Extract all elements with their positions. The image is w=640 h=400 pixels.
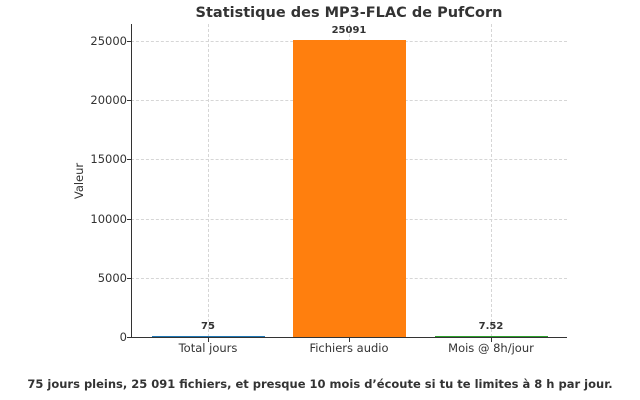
y-tick-mark — [127, 41, 131, 42]
chart-title: Statistique des MP3-FLAC de PufCorn — [195, 5, 503, 21]
x-tick-mark — [491, 338, 492, 342]
x-tick-mark — [208, 338, 209, 342]
y-axis-label: Valeur — [72, 162, 86, 200]
y-tick-label: 10000 — [90, 211, 127, 226]
x-tick-label: Mois @ 8h/jour — [448, 341, 534, 355]
y-tick-label: 0 — [119, 330, 127, 344]
x-tick-mark — [349, 338, 350, 342]
y-axis-line — [131, 24, 133, 338]
x-tick-label: Fichiers audio — [309, 341, 389, 355]
y-tick-label: 5000 — [97, 270, 127, 285]
y-tick-mark — [127, 218, 131, 220]
bar-value-label: 7.52 — [478, 321, 504, 332]
bar-total-jours — [151, 336, 265, 337]
v-gridline — [491, 24, 492, 337]
bar-value-label: 75 — [201, 321, 215, 332]
y-tick-label: 15000 — [90, 152, 127, 167]
y-tick-mark — [127, 100, 131, 102]
bar-fichiers-audio — [292, 39, 406, 337]
chart-caption: 75 jours pleins, 25 091 fichiers, et pre… — [27, 377, 613, 391]
y-tick-mark — [127, 277, 131, 279]
y-tick-mark — [127, 337, 131, 338]
bar-value-label: 25091 — [331, 24, 367, 36]
x-axis-line — [131, 337, 567, 339]
y-tick-label: 20000 — [90, 93, 127, 108]
y-tick-label: 25000 — [90, 34, 127, 48]
bar-mois-8h-jour — [434, 336, 548, 337]
v-gridline — [208, 24, 209, 337]
y-tick-mark — [127, 159, 131, 161]
x-tick-label: Total jours — [178, 341, 238, 355]
